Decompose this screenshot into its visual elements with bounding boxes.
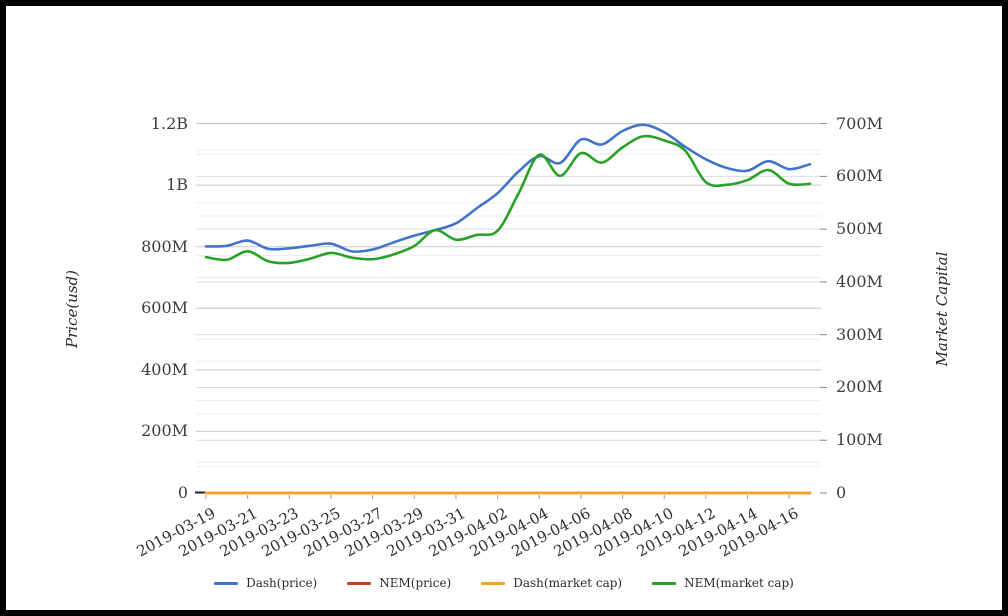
right-tick-label: 200M [836, 377, 883, 397]
left-tick-label: 0 [177, 483, 188, 502]
left-tick-label: 800M [141, 236, 188, 256]
legend-item-dash-price-: Dash(price) [214, 576, 317, 590]
legend-label: Dash(price) [246, 576, 318, 590]
legend-swatch [347, 581, 372, 585]
right-tick-label: 400M [836, 271, 883, 291]
legend-item-nem-price-: NEM(price) [347, 576, 451, 590]
right-axis-title: Market Capital [933, 251, 951, 367]
legend-swatch [481, 581, 506, 585]
left-axis-title: Price(usd) [63, 270, 81, 349]
legend-label: Dash(market cap) [513, 576, 623, 590]
right-tick-label: 700M [836, 113, 883, 133]
left-tick-label: 1.2B [150, 113, 188, 133]
right-tick-label: 0 [836, 483, 847, 502]
left-tick-label: 600M [141, 298, 188, 318]
legend-swatch [652, 581, 677, 585]
left-tick-label: 400M [141, 359, 188, 379]
right-tick-label: 600M [836, 166, 883, 186]
right-tick-label: 100M [836, 430, 883, 450]
chart-legend: Dash(price) NEM(price) Dash(market cap) NEM… [0, 576, 1008, 590]
legend-label: NEM(market cap) [684, 576, 794, 590]
legend-item-nem-market-cap-: NEM(market cap) [652, 576, 794, 590]
left-tick-label: 1B [166, 175, 188, 195]
left-tick-label: 200M [141, 421, 188, 441]
legend-label: NEM(price) [379, 576, 452, 590]
series-line-dash-price- [204, 123, 812, 253]
legend-item-dash-market-cap-: Dash(market cap) [481, 576, 622, 590]
legend-swatch [214, 581, 239, 585]
right-tick-label: 300M [836, 324, 883, 344]
right-tick-label: 500M [836, 219, 883, 239]
series-line-nem-market-cap- [204, 134, 812, 265]
